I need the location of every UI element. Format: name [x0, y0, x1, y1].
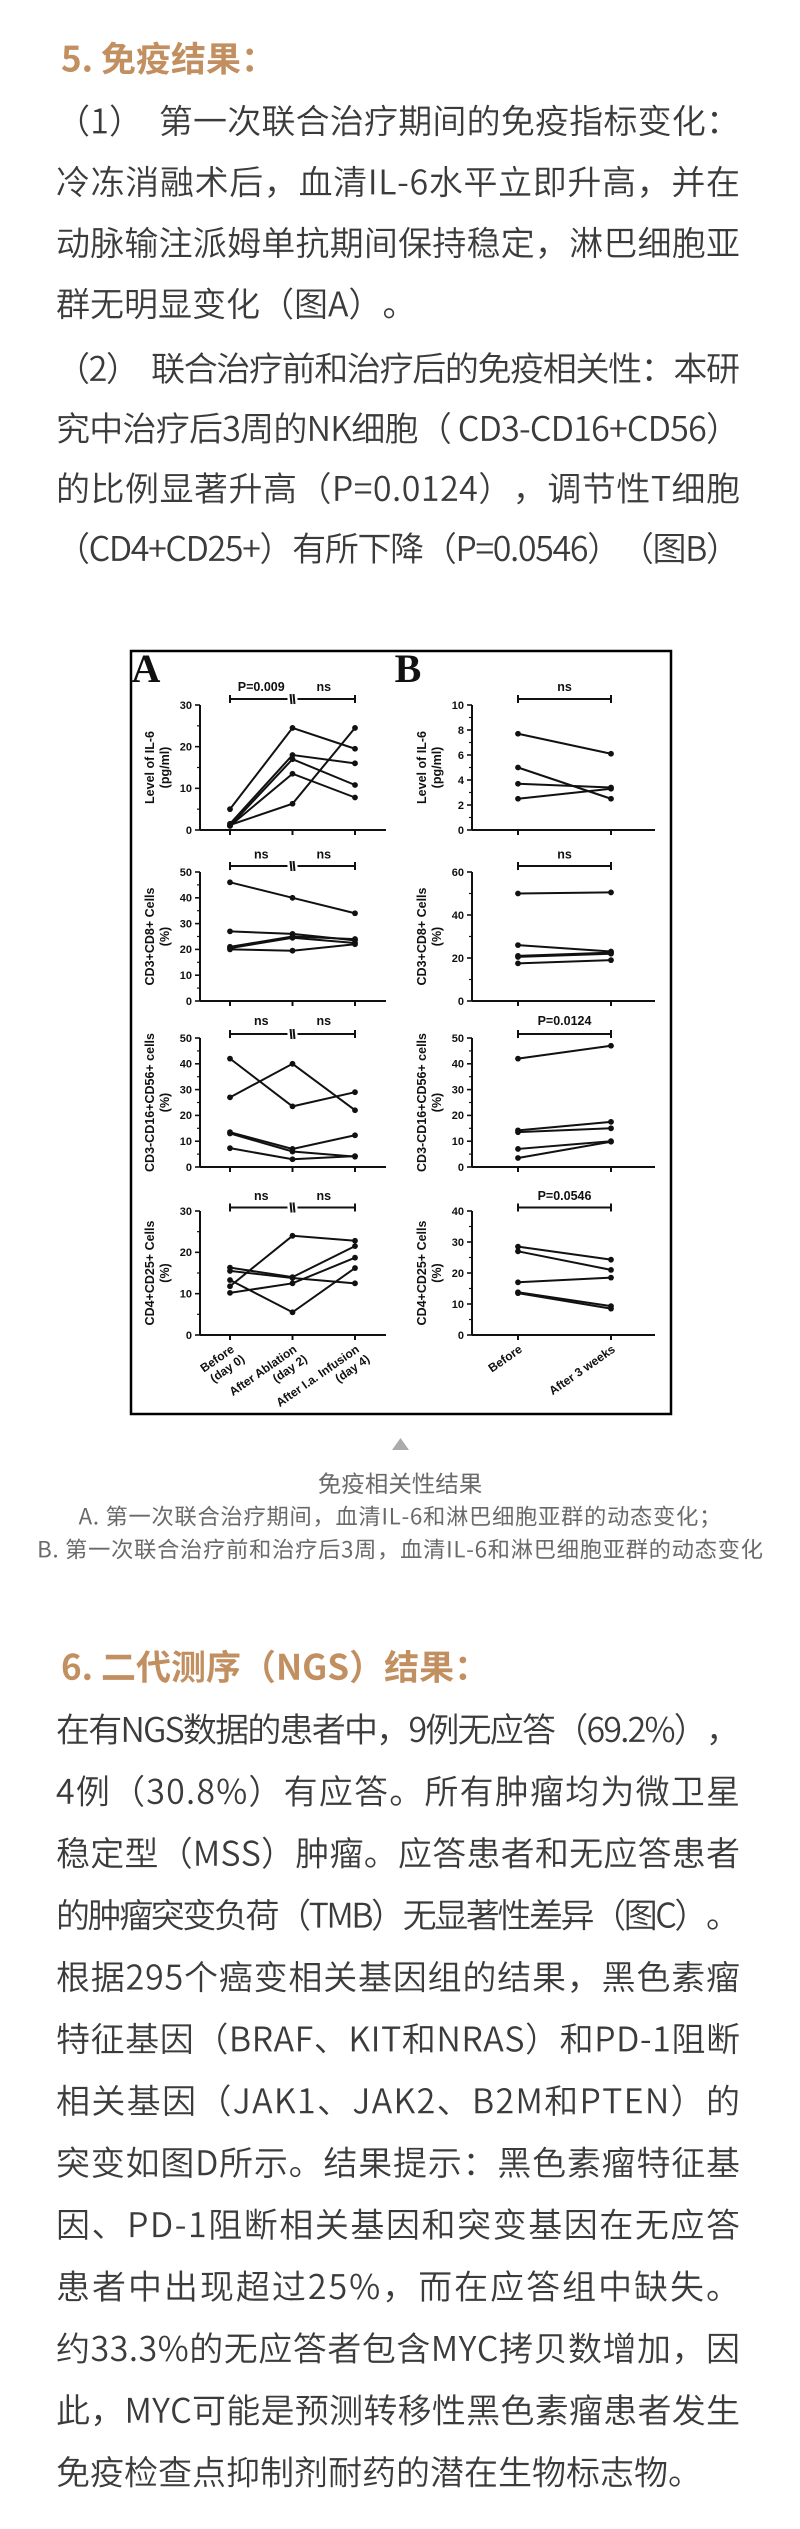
svg-text:(%): (%): [430, 927, 444, 946]
svg-text:CD3+CD8+ Cells: CD3+CD8+ Cells: [415, 887, 429, 985]
svg-text:ns: ns: [316, 1189, 331, 1203]
svg-text:ns: ns: [557, 680, 572, 694]
svg-text:(%): (%): [158, 1263, 172, 1282]
svg-text:(%): (%): [430, 1263, 444, 1282]
svg-text:(%): (%): [158, 1093, 172, 1112]
svg-text:Level of IL-6: Level of IL-6: [415, 731, 429, 804]
svg-text:40: 40: [452, 910, 464, 922]
svg-text:60: 60: [452, 867, 464, 879]
svg-text:B: B: [395, 646, 422, 691]
svg-text:0: 0: [186, 1330, 192, 1342]
svg-text:(pg/ml): (pg/ml): [158, 747, 172, 789]
svg-text:ns: ns: [557, 848, 572, 862]
svg-text:10: 10: [180, 1136, 192, 1148]
svg-text:40: 40: [452, 1206, 464, 1218]
svg-text:20: 20: [452, 1268, 464, 1280]
svg-text:20: 20: [452, 953, 464, 965]
svg-text:10: 10: [180, 783, 192, 795]
svg-text:ns: ns: [254, 848, 269, 862]
svg-text:ns: ns: [316, 848, 331, 862]
svg-text:ns: ns: [254, 1014, 269, 1028]
svg-text:10: 10: [452, 700, 464, 712]
svg-text:40: 40: [180, 1059, 192, 1071]
svg-text:(%): (%): [430, 1093, 444, 1112]
svg-text:0: 0: [458, 996, 464, 1008]
svg-text:30: 30: [180, 1206, 192, 1218]
svg-text:30: 30: [452, 1237, 464, 1249]
svg-text:50: 50: [180, 1033, 192, 1045]
svg-text:4: 4: [458, 775, 465, 787]
svg-text:CD4+CD25+ Cells: CD4+CD25+ Cells: [415, 1220, 429, 1325]
svg-text:20: 20: [180, 741, 192, 753]
svg-text:P=0.009: P=0.009: [238, 680, 285, 694]
svg-text:0: 0: [186, 1162, 192, 1174]
svg-text:20: 20: [180, 1110, 192, 1122]
svg-text:30: 30: [180, 700, 192, 712]
svg-text:0: 0: [458, 1162, 464, 1174]
svg-text:40: 40: [180, 893, 192, 905]
svg-text:50: 50: [180, 867, 192, 879]
svg-text:20: 20: [180, 944, 192, 956]
svg-text:20: 20: [452, 1110, 464, 1122]
svg-text:10: 10: [180, 1288, 192, 1300]
svg-text:30: 30: [452, 1084, 464, 1096]
svg-text:0: 0: [458, 825, 464, 837]
svg-text:10: 10: [452, 1136, 464, 1148]
svg-text:Level of IL-6: Level of IL-6: [143, 731, 157, 804]
svg-text:CD3+CD8+ Cells: CD3+CD8+ Cells: [143, 887, 157, 985]
svg-text:10: 10: [180, 970, 192, 982]
svg-text:ns: ns: [316, 1014, 331, 1028]
svg-text:CD3-CD16+CD56+ cells: CD3-CD16+CD56+ cells: [415, 1033, 429, 1172]
svg-text:ns: ns: [316, 680, 331, 694]
svg-text:6: 6: [458, 750, 464, 762]
svg-text:30: 30: [180, 1084, 192, 1096]
svg-text:50: 50: [452, 1033, 464, 1045]
svg-text:P=0.0546: P=0.0546: [538, 1189, 592, 1203]
svg-text:20: 20: [180, 1247, 192, 1259]
svg-text:(%): (%): [158, 927, 172, 946]
svg-text:ns: ns: [254, 1189, 269, 1203]
svg-text:10: 10: [452, 1299, 464, 1311]
svg-text:0: 0: [458, 1330, 464, 1342]
svg-text:CD3-CD16+CD56+ cells: CD3-CD16+CD56+ cells: [143, 1033, 157, 1172]
svg-text:(pg/ml): (pg/ml): [430, 747, 444, 789]
svg-text:A: A: [132, 646, 161, 691]
svg-text:8: 8: [458, 725, 464, 737]
svg-text:0: 0: [186, 825, 192, 837]
svg-text:2: 2: [458, 800, 464, 812]
svg-text:P=0.0124: P=0.0124: [538, 1014, 592, 1028]
svg-text:0: 0: [186, 996, 192, 1008]
svg-text:40: 40: [452, 1059, 464, 1071]
svg-text:30: 30: [180, 918, 192, 930]
svg-text:CD4+CD25+ Cells: CD4+CD25+ Cells: [143, 1220, 157, 1325]
